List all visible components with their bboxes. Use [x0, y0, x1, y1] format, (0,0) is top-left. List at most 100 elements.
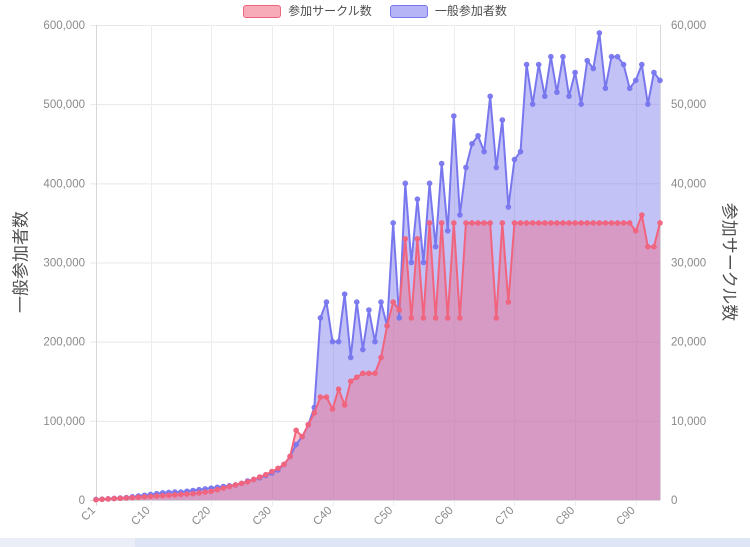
- point-left-C90[interactable]: [632, 77, 639, 84]
- point-right-C31[interactable]: [275, 465, 281, 472]
- point-left-C76[interactable]: [548, 53, 554, 60]
- point-right-C14[interactable]: [172, 492, 178, 498]
- point-left-C44[interactable]: [353, 299, 360, 305]
- point-left-C51[interactable]: [396, 315, 403, 321]
- point-right-C48[interactable]: [378, 354, 384, 361]
- point-right-C71[interactable]: [517, 220, 524, 226]
- point-left-C80[interactable]: [572, 69, 578, 76]
- point-left-C86[interactable]: [608, 53, 615, 60]
- point-right-C67[interactable]: [493, 315, 500, 321]
- point-left-C74[interactable]: [535, 61, 542, 68]
- point-left-C92[interactable]: [645, 101, 651, 107]
- point-right-C51[interactable]: [396, 307, 403, 313]
- point-right-C47[interactable]: [372, 370, 378, 377]
- point-right-C84[interactable]: [596, 220, 603, 226]
- point-left-C63[interactable]: [469, 140, 475, 147]
- point-left-C64[interactable]: [475, 133, 481, 139]
- point-right-C2[interactable]: [99, 496, 105, 503]
- point-right-C73[interactable]: [529, 220, 536, 226]
- point-right-C76[interactable]: [548, 220, 554, 226]
- point-right-C58[interactable]: [438, 220, 445, 226]
- point-left-C66[interactable]: [487, 93, 493, 100]
- point-right-C22[interactable]: [220, 485, 227, 491]
- point-right-C41[interactable]: [335, 386, 342, 392]
- point-right-C20[interactable]: [208, 488, 215, 495]
- point-right-C63[interactable]: [469, 220, 475, 226]
- point-right-C10[interactable]: [147, 493, 154, 500]
- point-right-C77[interactable]: [554, 220, 560, 226]
- point-left-C45[interactable]: [360, 346, 366, 353]
- point-left-C94[interactable]: [657, 77, 663, 84]
- point-right-C30[interactable]: [269, 468, 275, 475]
- point-right-C79[interactable]: [566, 220, 572, 226]
- point-right-C21[interactable]: [214, 486, 221, 493]
- legend-item-attendees[interactable]: 一般参加者数: [389, 4, 507, 18]
- point-left-C73[interactable]: [529, 101, 536, 107]
- point-right-C66[interactable]: [487, 220, 493, 226]
- point-left-C75[interactable]: [541, 93, 548, 100]
- point-left-C53[interactable]: [408, 259, 415, 266]
- point-left-C70[interactable]: [511, 156, 518, 163]
- point-right-C55[interactable]: [420, 315, 427, 321]
- point-right-C91[interactable]: [639, 212, 645, 218]
- point-right-C39[interactable]: [323, 394, 330, 400]
- point-left-C47[interactable]: [372, 338, 378, 345]
- point-right-C38[interactable]: [317, 394, 324, 400]
- point-right-C74[interactable]: [535, 220, 542, 226]
- point-right-C4[interactable]: [111, 495, 117, 502]
- point-right-C5[interactable]: [117, 495, 124, 502]
- point-right-C42[interactable]: [341, 402, 348, 408]
- point-right-C19[interactable]: [202, 489, 208, 495]
- point-left-C40[interactable]: [329, 338, 336, 345]
- point-left-C82[interactable]: [584, 57, 591, 64]
- point-right-C87[interactable]: [614, 220, 621, 226]
- point-left-C56[interactable]: [426, 180, 433, 187]
- point-right-C35[interactable]: [299, 433, 305, 440]
- point-right-C25[interactable]: [238, 480, 245, 487]
- point-left-C83[interactable]: [590, 65, 597, 72]
- point-right-C54[interactable]: [414, 235, 421, 242]
- point-left-C55[interactable]: [420, 259, 427, 266]
- point-left-C87[interactable]: [614, 53, 621, 60]
- point-right-C61[interactable]: [457, 315, 463, 321]
- point-right-C32[interactable]: [281, 461, 287, 468]
- point-left-C71[interactable]: [517, 148, 524, 155]
- point-right-C40[interactable]: [329, 406, 336, 412]
- point-left-C62[interactable]: [463, 164, 469, 171]
- point-right-C90[interactable]: [632, 228, 639, 234]
- point-right-C92[interactable]: [645, 243, 651, 250]
- point-right-C85[interactable]: [602, 220, 609, 226]
- point-right-C24[interactable]: [232, 482, 239, 488]
- point-right-C62[interactable]: [463, 220, 469, 226]
- point-left-C50[interactable]: [390, 220, 396, 226]
- point-right-C75[interactable]: [541, 220, 548, 226]
- point-left-C58[interactable]: [438, 160, 445, 167]
- point-left-C79[interactable]: [566, 93, 572, 100]
- point-right-C3[interactable]: [105, 496, 111, 502]
- point-right-C93[interactable]: [651, 243, 657, 250]
- point-right-C64[interactable]: [475, 220, 481, 226]
- point-right-C13[interactable]: [165, 492, 172, 499]
- point-left-C59[interactable]: [444, 228, 451, 234]
- point-left-C43[interactable]: [347, 354, 354, 361]
- point-right-C81[interactable]: [578, 220, 584, 226]
- point-right-C44[interactable]: [353, 374, 360, 381]
- point-right-C53[interactable]: [408, 315, 415, 321]
- point-right-C23[interactable]: [226, 483, 233, 490]
- point-right-C43[interactable]: [347, 378, 354, 385]
- point-left-C41[interactable]: [335, 338, 342, 345]
- point-left-C88[interactable]: [620, 61, 627, 68]
- point-right-C46[interactable]: [366, 370, 372, 377]
- point-left-C69[interactable]: [505, 204, 512, 210]
- point-left-C89[interactable]: [626, 85, 633, 92]
- point-left-C61[interactable]: [457, 212, 463, 218]
- point-left-C91[interactable]: [639, 61, 645, 68]
- point-right-C34[interactable]: [293, 427, 299, 434]
- point-right-C69[interactable]: [505, 299, 512, 305]
- point-left-C52[interactable]: [402, 180, 409, 187]
- point-right-C28[interactable]: [256, 474, 263, 480]
- point-left-C57[interactable]: [432, 243, 439, 250]
- point-left-C85[interactable]: [602, 85, 609, 92]
- point-right-C57[interactable]: [432, 315, 439, 321]
- point-right-C83[interactable]: [590, 220, 597, 226]
